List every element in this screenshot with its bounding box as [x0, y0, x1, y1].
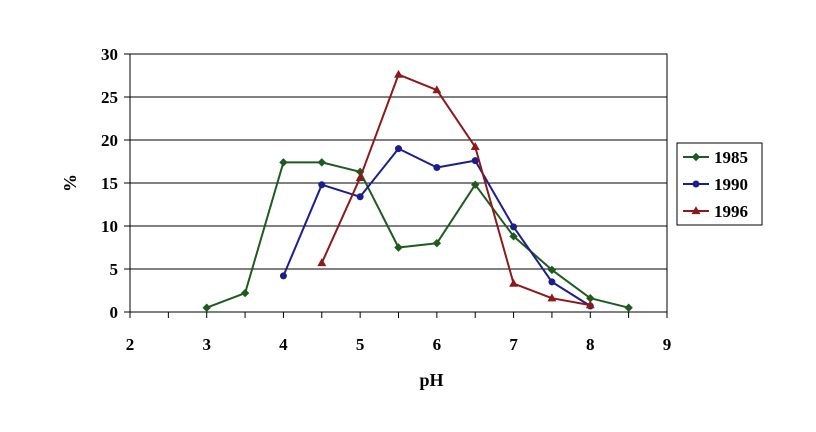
y-tick-label: 5	[110, 260, 119, 279]
data-point-1990	[433, 164, 441, 172]
legend-label-1985: 1985	[714, 148, 748, 167]
y-tick-label: 15	[101, 174, 118, 193]
x-tick-label: 3	[202, 335, 211, 354]
series-line-1990	[282, 147, 591, 307]
x-tick-label: 4	[279, 335, 288, 354]
data-point-1985	[279, 158, 288, 167]
y-axis-title: %	[60, 174, 80, 192]
data-point-1996	[585, 300, 595, 309]
data-point-1985	[432, 238, 442, 248]
data-point-1996	[355, 173, 365, 181]
data-point-1985	[624, 303, 633, 312]
data-point-1990	[318, 181, 326, 189]
data-point-1985	[394, 243, 403, 252]
data-point-1996	[509, 278, 519, 287]
data-point-1985	[317, 158, 326, 167]
series-1990	[279, 145, 594, 310]
x-tick-label: 2	[126, 335, 135, 354]
y-tick-label: 0	[110, 303, 119, 322]
legend-label-1990: 1990	[714, 175, 748, 194]
x-tick-label: 9	[663, 335, 672, 354]
series-1985	[202, 158, 633, 312]
x-tick-label: 7	[509, 335, 518, 354]
series-line-1996	[320, 73, 591, 307]
y-tick-label: 25	[101, 88, 118, 107]
data-point-1996	[547, 293, 557, 302]
y-tick-label: 20	[101, 131, 118, 150]
legend-swatch-marker	[691, 206, 701, 215]
data-point-1985	[547, 265, 557, 275]
x-tick-label: 5	[356, 335, 365, 354]
data-point-1985	[509, 232, 518, 241]
data-point-1996	[394, 69, 403, 78]
x-tick-label: 8	[586, 335, 595, 354]
series-line-1985	[206, 161, 629, 309]
data-point-1990	[279, 272, 287, 280]
legend-label-1996: 1996	[714, 202, 748, 221]
series-layer	[202, 69, 633, 312]
y-tick-label: 30	[101, 45, 118, 64]
series-1996	[317, 69, 595, 309]
data-point-1990	[395, 145, 402, 153]
legend: 1985 1990 1996	[676, 142, 763, 226]
data-point-1996	[432, 85, 442, 94]
data-point-1996	[317, 258, 327, 267]
axes: 0 5 10 15 20 25 30 2 3 4 5 6 7 8 9	[101, 45, 671, 354]
legend-swatch-marker	[691, 152, 701, 162]
x-axis-title: pH	[419, 370, 443, 390]
data-point-1990	[471, 157, 479, 165]
legend-swatch-marker	[692, 180, 700, 188]
gridlines	[130, 53, 667, 270]
data-point-1990	[548, 278, 556, 286]
data-point-1985	[471, 180, 480, 189]
data-point-1985	[240, 288, 250, 298]
data-point-1990	[356, 193, 364, 201]
x-tick-label: 6	[433, 335, 442, 354]
y-tick-label: 10	[101, 217, 118, 236]
data-point-1996	[470, 142, 480, 150]
data-point-1990	[510, 223, 518, 231]
data-point-1985	[202, 303, 211, 312]
